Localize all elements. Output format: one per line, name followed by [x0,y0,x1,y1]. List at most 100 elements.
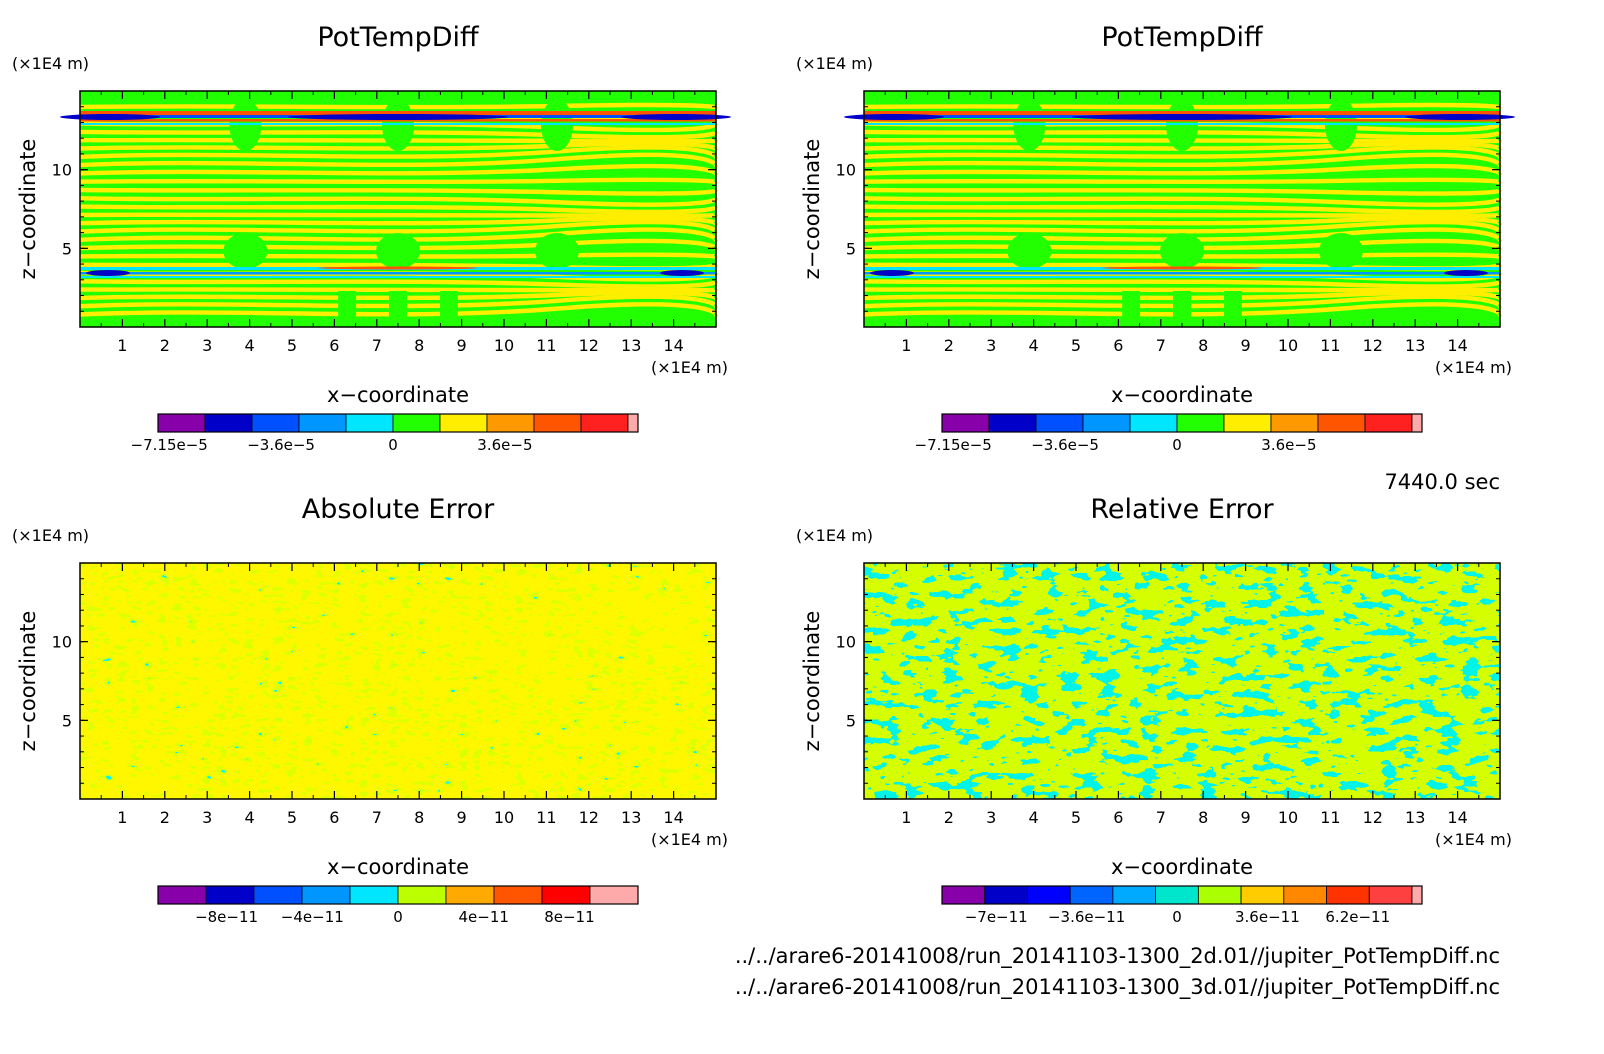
colorbar-box [1283,885,1327,905]
jet-band [80,123,716,125]
layer-band [79,294,719,309]
footer-line-2: ../../arare6-20141008/run_20141103-1300_… [735,975,1500,1000]
layer-band [79,252,719,259]
x-tick-label: 5 [287,336,297,355]
x-tick-label: 14 [1447,336,1467,355]
layer-band [79,219,719,234]
jet-core [1405,114,1515,120]
x-tick-label: 3 [986,336,996,355]
x-tick-label: 6 [329,336,339,355]
colorbar-box [397,885,447,905]
jet-core [1072,114,1292,120]
layer-band [79,287,719,293]
x-tick-label: 10 [1278,808,1298,827]
colorbar-frame [941,885,1423,905]
x-tick-label: 1 [901,808,911,827]
colorbar-box [1411,413,1423,433]
layer-band [863,227,1503,243]
colorbar-box [251,413,300,433]
colorbar-box [941,413,990,433]
y-tick-label: 10 [52,161,72,180]
x-axis-label: x−coordinate [1111,855,1253,879]
y-unit-label: (×1E4 m) [796,526,873,545]
bottom-column [389,291,407,327]
x-axis-label: x−coordinate [1111,383,1253,407]
jet-band [80,111,716,115]
jet-band [80,119,716,122]
layer-band [79,238,719,251]
colorbar-box [1082,413,1131,433]
y-tick-label: 10 [52,633,72,652]
x-tick-label: 6 [329,808,339,827]
layer-band [863,294,1503,309]
x-tick-label: 12 [579,808,599,827]
x-tick-label: 10 [1278,336,1298,355]
colorbar-box [580,413,629,433]
jet-band [864,119,1500,122]
layer-band [79,177,719,185]
colorbar-box [205,885,255,905]
panel-title: PotTempDiff [1101,22,1264,53]
y-unit-label: (×1E4 m) [12,54,89,73]
x-tick-label: 9 [1241,336,1251,355]
x-unit-label: (×1E4 m) [651,830,728,849]
y-tick-label: 5 [846,239,856,258]
x-tick-label: 8 [414,336,424,355]
colorbar-tick-label: 0 [393,908,403,926]
layer-band [79,302,719,317]
x-unit-label: (×1E4 m) [1435,358,1512,377]
y-tick-label: 5 [846,711,856,730]
colorbar-tick-label: −3.6e−5 [1031,436,1099,454]
wave-gap [223,233,268,269]
shear-band [864,276,1500,278]
x-tick-label: 2 [160,808,170,827]
colorbar-box [253,885,303,905]
shear-band [864,272,1500,275]
x-tick-label: 4 [1029,808,1039,827]
wave-gap [1007,233,1052,269]
colorbar-box [1411,885,1423,905]
colorbar-box [439,413,488,433]
y-unit-label: (×1E4 m) [12,526,89,545]
jet-core [60,114,160,120]
colorbar-box [988,413,1037,433]
x-tick-label: 1 [117,336,127,355]
layer-band [863,187,1503,196]
layer-band [863,129,1503,140]
colorbar-tick-label: 0 [388,436,398,454]
x-axis-label: x−coordinate [327,383,469,407]
timestamp: 7440.0 sec [1384,470,1500,494]
layer-band [863,219,1503,234]
layer-band [863,252,1503,259]
layer-band [863,163,1503,176]
colorbar-box [486,413,535,433]
shear-core [1102,266,1262,270]
bottom-column [1122,291,1141,327]
layer-band [79,215,719,226]
x-tick-label: 13 [621,336,641,355]
colorbar-box [204,413,253,433]
colorbar-box [1176,413,1225,433]
colorbar-tick-label: −3.6e−5 [247,436,315,454]
x-tick-label: 12 [1363,808,1383,827]
x-tick-label: 3 [202,808,212,827]
bottom-column [1173,291,1191,327]
y-axis-label: z−coordinate [16,611,40,752]
layer-band [79,141,719,151]
shear-core [86,270,130,276]
x-tick-label: 6 [1113,336,1123,355]
x-tick-label: 11 [536,336,556,355]
colorbar-tick-label: −7e−11 [965,908,1028,926]
layer-band [863,102,1503,110]
colorbar-box [541,885,591,905]
x-tick-label: 14 [663,808,683,827]
colorbar-frame [941,413,1423,433]
x-tick-label: 8 [1198,336,1208,355]
layer-band [79,227,719,243]
shear-core [870,270,914,276]
x-tick-label: 5 [1071,336,1081,355]
x-tick-label: 3 [202,336,212,355]
panel-title: PotTempDiff [317,22,480,53]
